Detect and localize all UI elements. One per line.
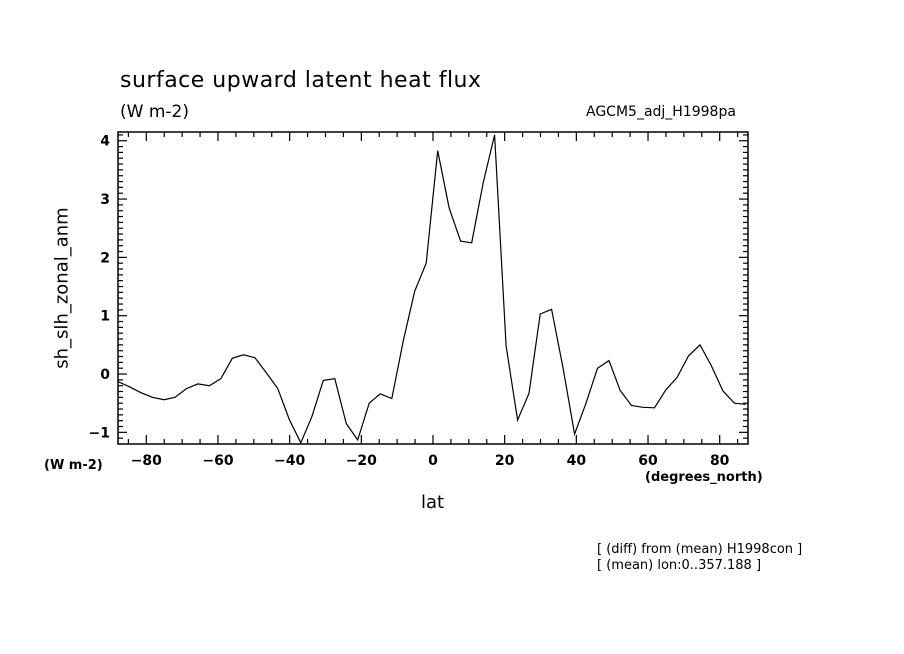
tick-labels-group: −80 −60 −40 −20 0 20 40 60 80 −1 0 1 2 3 4 bbox=[89, 134, 730, 469]
y-tick-label: 4 bbox=[100, 134, 110, 150]
x-tick-label: −20 bbox=[346, 453, 377, 469]
x-tick-label: 40 bbox=[567, 453, 587, 469]
run-label: AGCM5_adj_H1998pa bbox=[586, 104, 736, 120]
y-tick-label: −1 bbox=[89, 425, 110, 441]
x-axis-label: lat bbox=[421, 492, 445, 513]
note-diff: [ (diff) from (mean) H1998con ] bbox=[597, 542, 803, 557]
y-tick-label: 1 bbox=[100, 309, 110, 325]
chart-unit-label: (W m-2) bbox=[120, 102, 189, 122]
y-axis-unit: (W m-2) bbox=[44, 458, 103, 473]
y-tick-label: 2 bbox=[100, 250, 110, 266]
x-tick-label: −80 bbox=[131, 453, 162, 469]
x-tick-label: 20 bbox=[495, 453, 515, 469]
x-tick-label: 0 bbox=[428, 453, 438, 469]
y-tick-label: 3 bbox=[100, 192, 110, 208]
x-tick-label: 60 bbox=[638, 453, 658, 469]
plot-frame bbox=[117, 131, 749, 445]
x-tick-label: −40 bbox=[274, 453, 305, 469]
x-axis-unit: (degrees_north) bbox=[645, 470, 763, 485]
y-tick-label: 0 bbox=[100, 367, 110, 383]
ticks-group bbox=[118, 132, 748, 444]
series-line bbox=[117, 134, 746, 445]
x-tick-label: −60 bbox=[202, 453, 233, 469]
x-tick-label: 80 bbox=[710, 453, 730, 469]
chart-title: surface upward latent heat flux bbox=[120, 68, 482, 93]
note-mean: [ (mean) lon:0..357.188 ] bbox=[597, 558, 762, 573]
